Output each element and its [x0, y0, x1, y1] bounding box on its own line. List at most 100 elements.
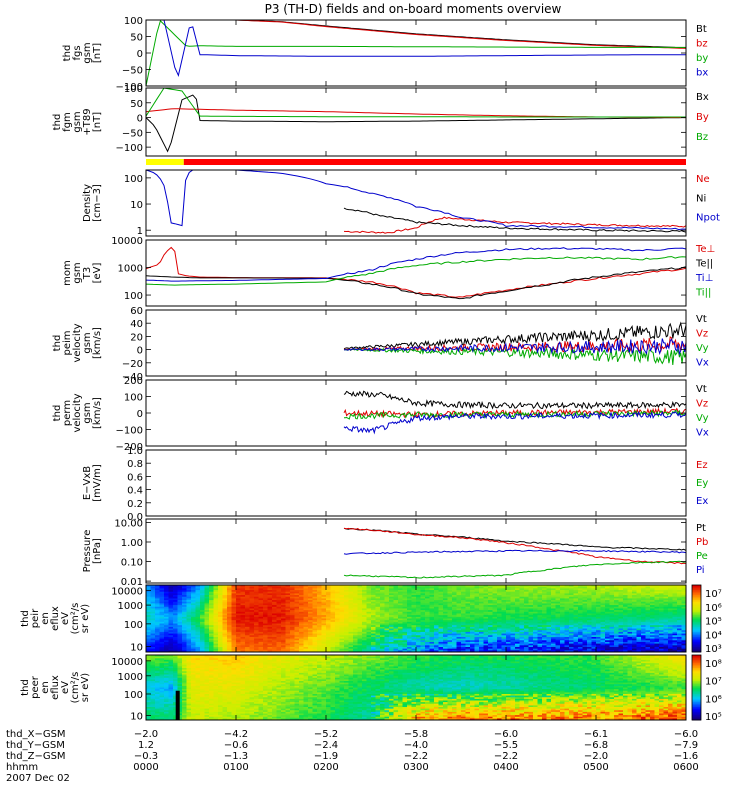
heatmap-cell: [308, 591, 313, 594]
heatmap-cell: [164, 608, 169, 611]
heatmap-cell: [177, 633, 183, 636]
heatmap-cell: [632, 618, 637, 621]
heatmap-cell: [645, 585, 651, 588]
heatmap-cell: [609, 640, 615, 643]
heatmap-cell: [537, 601, 543, 604]
heatmap-cell: [393, 618, 399, 621]
heatmap-cell: [218, 633, 223, 636]
heatmap-cell: [366, 595, 372, 598]
heatmap-cell: [609, 590, 615, 593]
heatmap-cell: [263, 595, 268, 598]
heatmap-cell: [182, 601, 187, 604]
heatmap-cell: [578, 650, 583, 653]
heatmap-cell: [438, 646, 444, 650]
heatmap-cell: [573, 638, 579, 641]
heatmap-cell: [380, 628, 385, 631]
heatmap-cell: [573, 631, 579, 634]
heatmap-cell: [344, 645, 349, 648]
heatmap-cell: [501, 585, 507, 588]
heatmap-cell: [438, 588, 444, 591]
heatmap-cell: [452, 590, 457, 593]
heatmap-cell: [632, 605, 637, 608]
heatmap-cell: [510, 618, 516, 621]
heatmap-cell: [497, 590, 502, 593]
heatmap-cell: [479, 631, 484, 634]
heatmap-cell: [497, 650, 502, 653]
heatmap-cell: [393, 621, 399, 624]
heatmap-cell: [164, 621, 169, 624]
heatmap-cell: [641, 596, 646, 599]
heatmap-cell: [384, 588, 390, 591]
heatmap-cell: [578, 645, 583, 648]
heatmap-cell: [240, 631, 246, 634]
heatmap-cell: [348, 630, 354, 633]
heatmap-cell: [317, 600, 322, 603]
heatmap-cell: [204, 650, 210, 653]
heatmap-cell: [618, 646, 624, 650]
heatmap-cell: [236, 620, 241, 623]
heatmap-cell: [380, 638, 385, 641]
heatmap-cell: [560, 625, 565, 628]
heatmap-cell: [519, 650, 525, 653]
ylabel-peir: en: [40, 612, 51, 625]
heatmap-cell: [290, 645, 295, 648]
heatmap-cell: [542, 630, 547, 633]
heatmap-cell: [303, 643, 309, 646]
heatmap-cell: [569, 635, 574, 638]
heatmap-cell: [258, 641, 264, 645]
heatmap-cell: [663, 601, 669, 604]
heatmap-cell: [195, 625, 201, 628]
heatmap-cell: [263, 631, 268, 634]
heatmap-cell: [173, 593, 178, 596]
heatmap-cell: [438, 595, 444, 598]
heatmap-cell: [515, 641, 520, 645]
heatmap-cell: [366, 645, 372, 648]
heatmap-cell: [402, 608, 408, 611]
heatmap-cell: [654, 618, 660, 621]
heatmap-cell: [623, 638, 628, 641]
heatmap-cell: [281, 590, 286, 593]
heatmap-cell: [384, 586, 390, 589]
heatmap-cell: [285, 623, 291, 626]
heatmap-cell: [560, 603, 565, 606]
heatmap-cell: [393, 585, 399, 588]
heatmap-cell: [600, 648, 606, 651]
heatmap-cell: [281, 648, 286, 651]
heatmap-cell: [173, 643, 178, 646]
ylabel-mom: [eV]: [92, 263, 103, 284]
heatmap-cell: [420, 586, 426, 589]
heatmap-cell: [254, 595, 259, 598]
heatmap-cell: [254, 635, 259, 638]
heatmap-cell: [290, 598, 295, 601]
heatmap-cell: [398, 608, 403, 611]
heatmap-cell: [650, 650, 655, 653]
heatmap-cell: [546, 631, 552, 634]
heatmap-cell: [317, 630, 322, 633]
heatmap-cell: [618, 588, 624, 591]
heatmap-cell: [267, 626, 273, 629]
heatmap-cell: [533, 590, 538, 593]
series-line-peim-1: [343, 336, 686, 354]
heatmap-cell: [164, 641, 169, 645]
heatmap-cell: [398, 640, 403, 643]
heatmap-cell: [524, 641, 529, 645]
heatmap-cell: [366, 600, 372, 603]
heatmap-cell: [335, 646, 340, 650]
heatmap-cell: [555, 588, 561, 591]
heatmap-cell: [204, 623, 210, 626]
heatmap-cell: [321, 623, 327, 626]
heatmap-cell: [348, 610, 354, 613]
heatmap-cell: [267, 615, 273, 618]
heatmap-cell: [551, 605, 556, 608]
heatmap-cell: [452, 585, 457, 588]
heatmap-cell: [591, 648, 597, 651]
heatmap-cell: [551, 611, 556, 614]
heatmap-cell: [177, 618, 183, 621]
heatmap-cell: [645, 605, 651, 608]
heatmap-cell: [650, 595, 655, 598]
heatmap-cell: [528, 591, 534, 594]
heatmap-cell: [213, 591, 219, 594]
heatmap-cell: [308, 606, 313, 609]
heatmap-cell: [654, 638, 660, 641]
y-tick-label: 100: [124, 174, 143, 185]
